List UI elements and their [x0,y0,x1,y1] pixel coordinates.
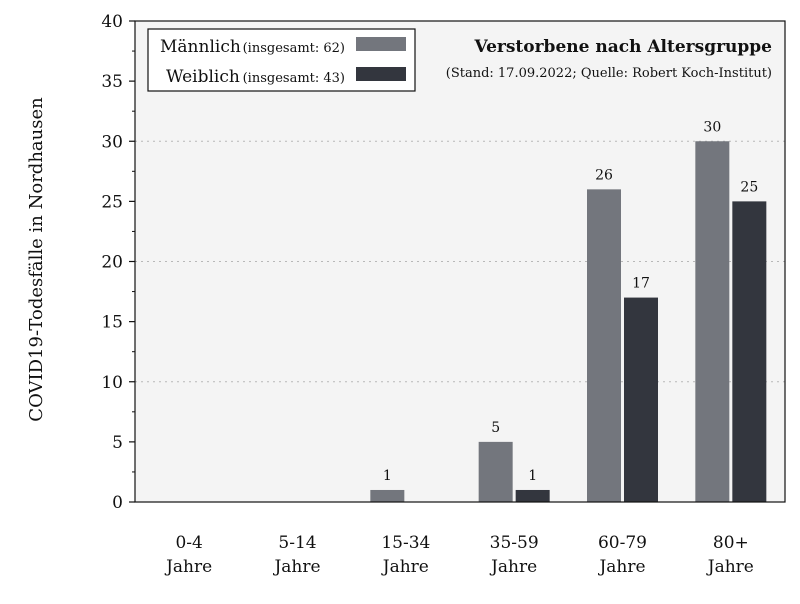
x-tick-label: Jahre [489,557,537,577]
x-axis: 0-4 Jahre 5-14 Jahre 15-34 Jahre 35-59 Jahre 60-… [164,533,754,577]
y-tick-label: 15 [101,313,123,333]
legend-label-maennlich: Männlich [160,37,241,57]
chart-subtitle: (Stand: 17.09.2022; Quelle: Robert Koch-… [446,66,772,81]
legend-total: (insgesamt: 62) [243,41,345,56]
x-tick-label: 15-34 [381,533,430,553]
bar-maennlich [370,489,405,502]
y-tick-label: 30 [101,132,123,152]
y-tick-label: 0 [112,493,123,513]
legend-label-weiblich: Weiblich [166,67,240,87]
y-tick-label: 5 [112,433,123,453]
legend-swatch-maennlich [356,37,406,51]
bar-weiblich [732,201,767,502]
y-tick-label: 10 [101,373,123,393]
y-tick-label: 25 [101,192,123,212]
data-label: 17 [632,276,650,292]
y-tick-label: 40 [101,12,123,32]
x-tick-label: Jahre [381,557,429,577]
data-label: 25 [740,179,758,195]
grid-lines [135,140,785,383]
y-tick-label: 20 [101,253,123,273]
chart-title: Verstorbene nach Altersgruppe [473,37,772,57]
x-tick-label: Jahre [272,557,320,577]
x-tick-label: 80+ [713,533,749,553]
x-tick-label: Jahre [164,557,212,577]
data-label: 1 [528,468,537,484]
bar-maennlich [478,441,513,502]
bar-weiblich [515,489,550,502]
x-tick-label: Jahre [597,557,645,577]
legend: Männlich (insgesamt: 62)Weiblich (insgesam… [147,28,416,92]
x-tick-label: 5-14 [278,533,316,553]
bar-maennlich [587,189,621,502]
bars [370,141,767,502]
legend-total: (insgesamt: 43) [243,71,345,86]
data-labels: 1 5 1 26 17 30 25 [383,119,758,484]
x-tick-label: 0-4 [175,533,202,553]
bar-maennlich [695,141,730,502]
y-tick-label: 35 [101,72,123,92]
x-tick-label: 60-79 [598,533,647,553]
legend-swatch-weiblich [356,67,406,81]
data-label: 1 [383,468,392,484]
data-label: 26 [595,167,613,183]
x-tick-label: 35-59 [490,533,539,553]
data-label: 30 [703,119,721,135]
x-tick-label: Jahre [706,557,754,577]
y-axis-label: COVID19-Todesfälle in Nordhausen [26,97,47,422]
y-axis: 0 5 10 15 20 25 30 35 40 [101,12,135,513]
data-label: 5 [491,420,500,436]
bar-weiblich [624,297,658,502]
